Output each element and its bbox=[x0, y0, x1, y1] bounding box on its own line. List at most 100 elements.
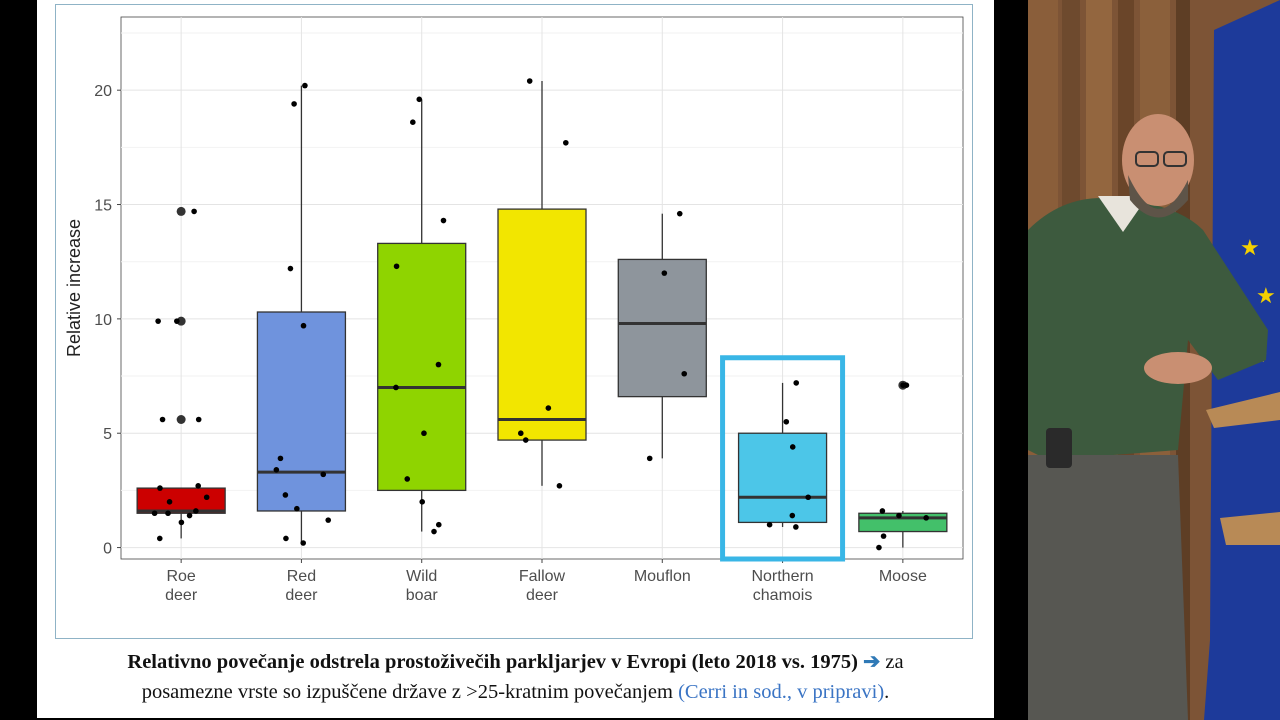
data-point-wild-boar bbox=[416, 96, 423, 103]
box-fallow-deer bbox=[497, 208, 587, 441]
data-point-moose bbox=[903, 382, 910, 388]
data-point-wild-boar bbox=[440, 217, 447, 224]
data-point-red-deer bbox=[300, 322, 307, 329]
highlight-box bbox=[720, 355, 846, 562]
data-point-roe-deer bbox=[165, 510, 171, 517]
box-moose bbox=[858, 512, 948, 533]
speaker-video-scene: ★ ★ ★ bbox=[1028, 0, 1280, 720]
data-point-red-deer bbox=[294, 505, 300, 512]
box-red-deer bbox=[256, 311, 347, 512]
x-tick-label: deer bbox=[526, 587, 559, 604]
data-point-wild-boar bbox=[393, 263, 400, 270]
boxplot-chart: 0 5 10 15 20 Relative increase Roe deer Red deer W… bbox=[64, 16, 964, 604]
data-point-northern-chamois bbox=[789, 444, 796, 450]
data-point-wild-boar bbox=[435, 521, 442, 528]
data-point-wild-boar bbox=[421, 430, 427, 437]
data-point-mouflon bbox=[661, 270, 668, 276]
y-tick-label: 15 bbox=[94, 198, 112, 215]
data-point-moose bbox=[879, 508, 886, 514]
data-point-wild-boar bbox=[404, 476, 411, 482]
x-tick-label: Mouflon bbox=[634, 568, 691, 585]
x-tick-label: Moose bbox=[879, 568, 927, 585]
data-point-red-deer bbox=[291, 101, 297, 107]
data-point-wild-boar bbox=[393, 384, 399, 391]
data-point-roe-deer bbox=[195, 483, 201, 489]
y-tick-label: 20 bbox=[94, 83, 112, 100]
arrow-right-icon: ➔ bbox=[863, 651, 881, 673]
data-point-mouflon bbox=[646, 455, 653, 462]
chart-frame: 0 5 10 15 20 Relative increase Roe deer Red deer W… bbox=[55, 4, 973, 639]
svg-text:★: ★ bbox=[1256, 284, 1276, 309]
data-point-northern-chamois bbox=[793, 380, 800, 386]
data-point-red-deer bbox=[277, 455, 284, 462]
data-point-red-deer bbox=[282, 492, 289, 498]
data-point-roe-deer bbox=[174, 318, 180, 324]
data-point-fallow-deer bbox=[556, 483, 563, 489]
data-point-red-deer bbox=[302, 82, 308, 89]
data-point-moose bbox=[923, 515, 929, 521]
data-point-fallow-deer bbox=[526, 78, 533, 84]
data-point-fallow-deer bbox=[522, 437, 529, 443]
outlier-roe-deer bbox=[176, 206, 186, 216]
data-point-roe-deer bbox=[157, 485, 163, 491]
data-point-wild-boar bbox=[410, 119, 416, 125]
data-point-roe-deer bbox=[166, 499, 173, 505]
data-point-northern-chamois bbox=[789, 512, 796, 519]
y-tick-label: 0 bbox=[103, 541, 112, 558]
data-point-red-deer bbox=[273, 467, 280, 473]
data-point-northern-chamois bbox=[805, 494, 811, 501]
caption-title: Relativno povečanje odstrela prostoživeč… bbox=[127, 651, 858, 673]
data-point-roe-deer bbox=[178, 519, 185, 526]
data-point-moose bbox=[880, 533, 887, 539]
x-tick-label: deer bbox=[165, 587, 198, 604]
data-point-roe-deer bbox=[186, 512, 193, 519]
y-tick-label: 5 bbox=[103, 426, 112, 443]
speaker-video: ★ ★ ★ bbox=[1028, 0, 1280, 720]
data-point-fallow-deer bbox=[517, 430, 524, 437]
x-tick-label: chamois bbox=[753, 587, 813, 604]
data-point-fallow-deer bbox=[563, 139, 569, 146]
data-point-northern-chamois bbox=[793, 524, 799, 530]
speaker-trousers bbox=[1028, 455, 1188, 720]
data-point-roe-deer bbox=[155, 318, 161, 324]
x-tick-label: boar bbox=[406, 587, 439, 604]
x-tick-label: Northern bbox=[751, 568, 813, 585]
x-tick-label: Red bbox=[287, 568, 316, 585]
data-point-fallow-deer bbox=[545, 405, 552, 411]
x-tick-label: deer bbox=[285, 587, 318, 604]
data-point-roe-deer bbox=[193, 508, 199, 514]
data-point-mouflon bbox=[676, 210, 683, 217]
y-axis-label: Relative increase bbox=[64, 219, 84, 357]
speaker-sweater bbox=[1028, 198, 1268, 460]
slide-caption: Relativno povečanje odstrela prostoživeč… bbox=[37, 647, 994, 707]
data-point-roe-deer bbox=[203, 494, 210, 501]
data-point-roe-deer bbox=[156, 535, 163, 542]
data-point-northern-chamois bbox=[766, 521, 773, 528]
caption-end: . bbox=[884, 681, 890, 703]
y-tick-label: 10 bbox=[94, 312, 112, 329]
caption-text-2: posamezne vrste so izpuščene države z >2… bbox=[141, 681, 679, 703]
data-point-northern-chamois bbox=[783, 418, 790, 425]
x-tick-label: Wild bbox=[406, 568, 437, 585]
svg-text:★: ★ bbox=[1240, 236, 1260, 261]
outlier-roe-deer bbox=[176, 414, 186, 424]
data-point-wild-boar bbox=[431, 528, 437, 535]
data-point-wild-boar bbox=[419, 499, 426, 505]
box-northern-chamois bbox=[737, 432, 828, 524]
data-point-roe-deer bbox=[151, 510, 158, 517]
x-tick-label: Roe bbox=[166, 568, 195, 585]
data-point-red-deer bbox=[283, 535, 289, 542]
data-point-wild-boar bbox=[435, 361, 442, 368]
lectern bbox=[1206, 392, 1280, 428]
data-point-red-deer bbox=[287, 265, 294, 272]
data-point-moose bbox=[896, 512, 902, 519]
x-tick-label: Fallow bbox=[519, 568, 566, 585]
data-point-red-deer bbox=[325, 517, 332, 523]
data-point-roe-deer bbox=[191, 208, 197, 215]
box-wild-boar bbox=[377, 242, 467, 492]
data-point-red-deer bbox=[320, 471, 327, 478]
slide: 0 5 10 15 20 Relative increase Roe deer Red deer W… bbox=[37, 0, 994, 718]
data-point-moose bbox=[876, 544, 882, 551]
box-roe-deer bbox=[136, 487, 226, 514]
data-point-roe-deer bbox=[159, 416, 166, 423]
